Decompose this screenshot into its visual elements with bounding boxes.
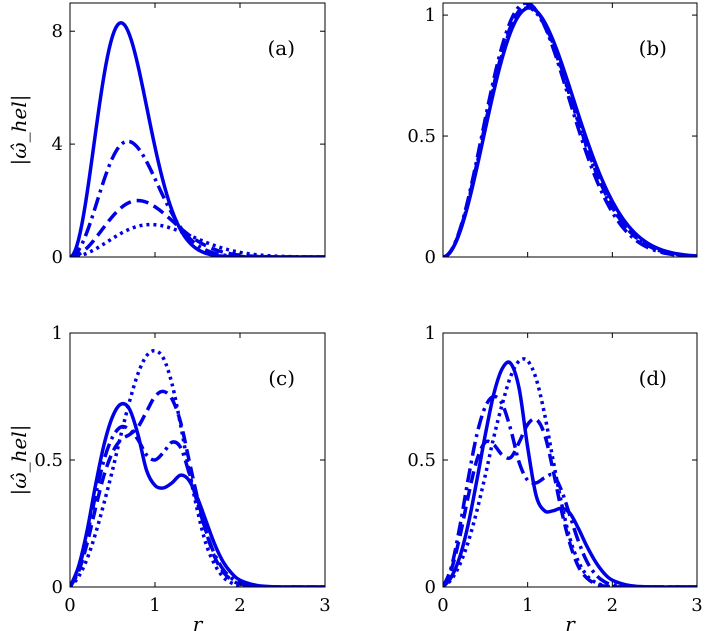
y-tick-label: 8 bbox=[52, 21, 63, 42]
x-tick-label: 2 bbox=[607, 595, 618, 616]
panel-a: 0 4 8 (a) |ω̂_hel| bbox=[7, 2, 326, 268]
y-tick-label: 0.5 bbox=[34, 450, 63, 471]
y-tick-label: 0 bbox=[52, 247, 63, 268]
series-dotted-line bbox=[443, 6, 697, 257]
panel-b: 0 0.5 1 (b) bbox=[407, 2, 698, 268]
series-dashdot-line bbox=[70, 139, 325, 257]
panel-label: (c) bbox=[268, 366, 295, 390]
y-tick-label: 1 bbox=[425, 323, 436, 344]
x-axis-label: r bbox=[193, 612, 204, 631]
x-tick-label: 3 bbox=[319, 595, 330, 616]
y-axis-label: |ω̂_hel| bbox=[7, 95, 32, 166]
axes-frame bbox=[442, 2, 698, 258]
series-solid-line bbox=[70, 21, 325, 257]
panel-label: (d) bbox=[639, 366, 667, 390]
x-axis-label: r bbox=[565, 612, 576, 631]
y-axis-label: |ω̂_hel| bbox=[7, 425, 32, 496]
x-tick-label: 2 bbox=[234, 595, 245, 616]
x-tick-label: 3 bbox=[691, 595, 702, 616]
panel-d: 0 0.5 1 0 1 2 3 (d) r bbox=[407, 323, 702, 631]
y-tick-label: 0 bbox=[52, 577, 63, 598]
series-dotted-line bbox=[70, 222, 325, 257]
x-tick-label: 1 bbox=[149, 595, 160, 616]
x-tick-label: 0 bbox=[64, 595, 75, 616]
panel-label: (a) bbox=[267, 36, 295, 60]
x-tick-label: 1 bbox=[522, 595, 533, 616]
series-solid-line bbox=[443, 360, 697, 587]
series-dashed-line bbox=[443, 417, 697, 587]
series-solid-line bbox=[70, 401, 325, 587]
series-dashdot-line bbox=[70, 424, 325, 587]
series-dotted-line bbox=[70, 348, 325, 587]
y-tick-label: 1 bbox=[52, 323, 63, 344]
y-tick-label: 0 bbox=[425, 577, 436, 598]
series-dashdot-line bbox=[443, 394, 697, 587]
y-tick-label: 4 bbox=[52, 134, 63, 155]
panel-c: 0 0.5 1 0 1 2 3 (c) r |ω̂_hel| bbox=[7, 323, 331, 631]
x-tick-label: 0 bbox=[437, 595, 448, 616]
y-tick-label: 0.5 bbox=[407, 450, 436, 471]
y-tick-label: 1 bbox=[425, 5, 436, 26]
y-tick-label: 0 bbox=[425, 247, 436, 268]
y-tick-label: 0.5 bbox=[407, 126, 436, 147]
panel-label: (b) bbox=[639, 36, 667, 60]
series-dotted-line bbox=[443, 357, 697, 587]
axes-frame bbox=[69, 2, 326, 258]
